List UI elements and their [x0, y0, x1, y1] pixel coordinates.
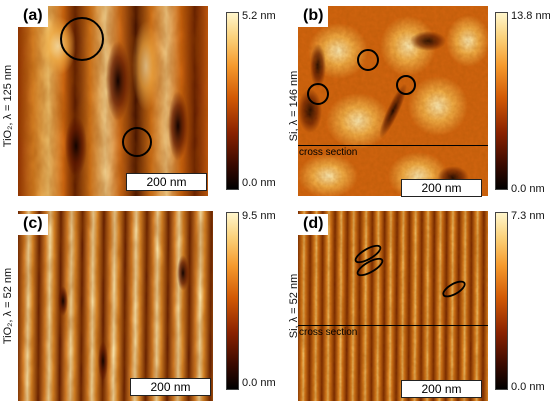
panel-a-label: (a) [18, 6, 48, 27]
panel-c-label: (c) [18, 214, 48, 235]
afm-image-a [18, 6, 208, 196]
annotation-circle [357, 49, 379, 71]
panel-b-cross-section-line [298, 145, 488, 146]
panel-b-scalebar: 200 nm [401, 179, 482, 197]
annotation-ellipse [356, 257, 384, 277]
panel-c-cbar-min: 0.0 nm [242, 377, 276, 389]
afm-image-c [18, 211, 213, 401]
annotation-circle [307, 83, 329, 105]
panel-b-cbar-max: 13.8 nm [511, 10, 550, 22]
panel-d-cbar-max: 7.3 nm [511, 210, 545, 222]
panel-d-cbar-min: 0.0 nm [511, 381, 545, 393]
panel-b-cross-section-label: cross section [299, 147, 358, 158]
panel-a-scalebar: 200 nm [126, 173, 207, 191]
annotation-circle [122, 127, 152, 157]
panel-d-cross-section-label: cross section [299, 327, 358, 338]
panel-c-scalebar: 200 nm [130, 378, 211, 396]
panel-b-colorbar [495, 12, 508, 190]
panel-a-ylabel: TiO₂, λ = 125 nm [2, 64, 14, 148]
annotation-circle [396, 75, 416, 95]
annotation-ellipse [354, 244, 382, 264]
annotation-circle [60, 17, 104, 61]
panel-d-cross-section-line [298, 325, 488, 326]
panel-b-label: (b) [298, 6, 329, 27]
panel-d-colorbar [495, 212, 508, 390]
panel-b-cbar-min: 0.0 nm [511, 183, 545, 195]
panel-d-scalebar: 200 nm [401, 380, 482, 398]
panel-c-colorbar [226, 212, 239, 390]
panel-a-cbar-min: 0.0 nm [242, 177, 276, 189]
panel-a-cbar-max: 5.2 nm [242, 10, 276, 22]
afm-image-d [298, 211, 488, 401]
panel-c-cbar-max: 9.5 nm [242, 210, 276, 222]
panel-d-label: (d) [298, 214, 329, 235]
panel-a-colorbar [226, 12, 239, 190]
afm-image-b [298, 6, 488, 196]
panel-c-ylabel: TiO₂, λ = 52 nm [2, 267, 14, 345]
annotation-ellipse [442, 280, 466, 298]
